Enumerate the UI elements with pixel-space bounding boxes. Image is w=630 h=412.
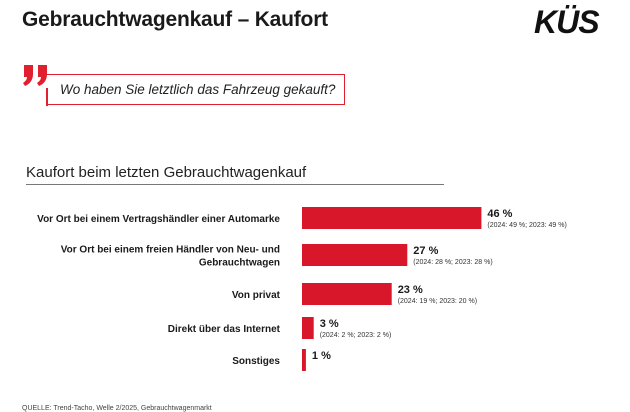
value-label: 1 % xyxy=(312,350,331,362)
bar-chart: Vor Ort bei einem Vertragshändler einer … xyxy=(37,207,567,371)
previous-years-note: (2024: 28 %; 2023: 28 %) xyxy=(413,259,492,266)
category-label: Sonstiges xyxy=(232,356,280,367)
category-label: Von privat xyxy=(232,290,281,301)
chart-title-rule xyxy=(26,184,444,185)
logo-text: KÜS xyxy=(534,4,600,40)
category-label: Gebrauchtwagen xyxy=(199,258,280,269)
quote-icon xyxy=(23,65,47,86)
question-box: Wo haben Sie letztlich das Fahrzeug geka… xyxy=(46,74,345,106)
value-label: 3 % xyxy=(320,318,339,330)
previous-years-note: (2024: 2 %; 2023: 2 %) xyxy=(320,332,392,339)
bar xyxy=(302,317,314,339)
previous-years-note: (2024: 49 %; 2023: 49 %) xyxy=(487,222,566,229)
category-label: Vor Ort bei einem Vertragshändler einer … xyxy=(37,214,280,225)
bar xyxy=(302,244,408,266)
bar xyxy=(302,207,482,229)
chart-title: Kaufort beim letzten Gebrauchtwagenkauf xyxy=(26,164,307,181)
value-label: 27 % xyxy=(413,245,438,257)
source-note: QUELLE: Trend-Tacho, Welle 2/2025, Gebra… xyxy=(22,405,212,412)
bar xyxy=(302,349,306,371)
value-label: 23 % xyxy=(398,284,423,296)
category-label: Vor Ort bei einem freien Händler von Neu… xyxy=(61,245,280,256)
page-title: Gebrauchtwagenkauf – Kaufort xyxy=(22,8,328,31)
category-label: Direkt über das Internet xyxy=(168,324,281,335)
value-label: 46 % xyxy=(487,208,512,220)
kues-logo: KÜS xyxy=(534,4,601,40)
previous-years-note: (2024: 19 %; 2023: 20 %) xyxy=(398,298,477,305)
question-text: Wo haben Sie letztlich das Fahrzeug geka… xyxy=(60,82,336,97)
bar xyxy=(302,283,392,305)
